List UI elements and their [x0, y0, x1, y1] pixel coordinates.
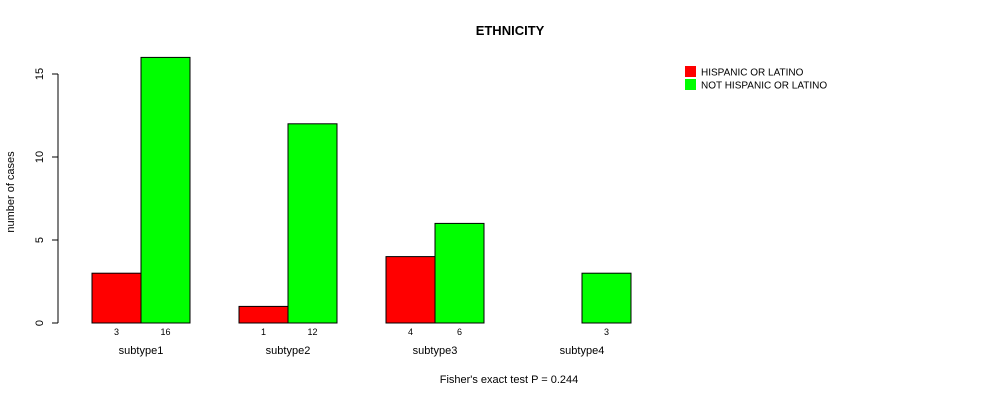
chart-title: ETHNICITY — [476, 23, 545, 38]
data-label: 12 — [307, 327, 317, 337]
bar-subtype3-series1 — [434, 222, 485, 324]
data-label: 16 — [160, 327, 170, 337]
data-label: 3 — [114, 327, 119, 337]
bar-subtype1-series1 — [140, 56, 191, 324]
legend-swatch — [685, 79, 696, 90]
bar-subtype2-series0 — [238, 305, 289, 324]
data-label: 1 — [261, 327, 266, 337]
category-label: subtype2 — [266, 345, 311, 357]
bar-subtype2-series1 — [287, 123, 338, 324]
bar-subtype1-series0 — [91, 272, 142, 324]
data-label: 3 — [604, 327, 609, 337]
y-axis-label: number of cases — [5, 151, 17, 233]
data-label: 4 — [408, 327, 413, 337]
x-axis-label: Fisher's exact test P = 0.244 — [440, 374, 579, 386]
bar-subtype3-series0 — [385, 256, 436, 324]
y-tick-label: 5 — [34, 237, 46, 243]
legend: HISPANIC OR LATINO NOT HISPANIC OR LATINO — [685, 66, 827, 92]
bars: 3 16 subtype1 1 12 subtype2 4 6 subtype3 3 subtype… — [91, 56, 632, 357]
y-tick-label: 10 — [34, 151, 46, 163]
legend-entry: HISPANIC OR LATINO — [701, 68, 804, 79]
bar-subtype4-series1 — [581, 272, 632, 324]
data-label: 6 — [457, 327, 462, 337]
legend-entry: NOT HISPANIC OR LATINO — [701, 81, 827, 92]
category-label: subtype3 — [413, 345, 458, 357]
category-label: subtype1 — [119, 345, 164, 357]
y-tick-label: 0 — [34, 320, 46, 326]
y-tick-label: 15 — [34, 68, 46, 80]
category-label: subtype4 — [560, 345, 605, 357]
legend-swatch — [685, 66, 696, 77]
y-axis: 0 5 10 15 — [34, 68, 59, 326]
